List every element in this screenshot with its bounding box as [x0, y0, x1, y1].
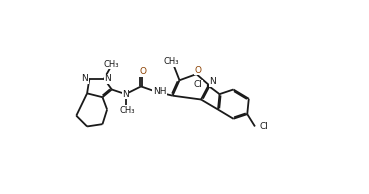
Text: N: N — [104, 74, 111, 83]
Text: CH₃: CH₃ — [163, 57, 179, 66]
Text: N: N — [209, 77, 216, 86]
Text: O: O — [140, 67, 147, 76]
Text: N: N — [122, 90, 129, 99]
Text: Cl: Cl — [194, 80, 203, 89]
Text: CH₃: CH₃ — [104, 60, 120, 69]
Text: N: N — [82, 74, 88, 83]
Text: CH₃: CH₃ — [120, 106, 135, 115]
Text: NH: NH — [153, 87, 166, 96]
Text: O: O — [194, 66, 201, 75]
Text: Cl: Cl — [259, 122, 268, 131]
